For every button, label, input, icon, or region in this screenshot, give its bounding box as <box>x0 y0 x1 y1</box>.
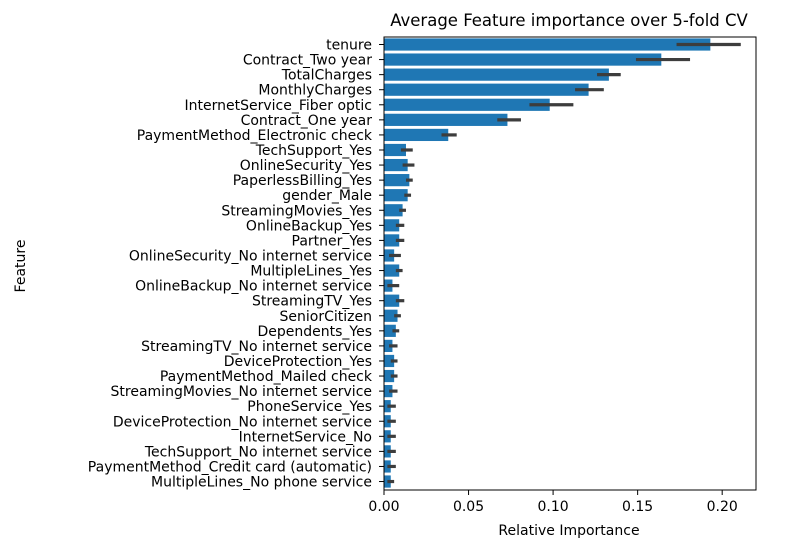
x-ticks: 0.00 0.05 0.10 0.15 0.20 <box>368 490 738 515</box>
y-tick-label: TotalCharges <box>281 68 372 84</box>
y-tick-label: PhoneService_Yes <box>247 399 372 415</box>
y-tick-label: TechSupport_No internet service <box>144 444 372 460</box>
y-axis-title: Feature <box>13 240 29 293</box>
y-tick-label: Dependents_Yes <box>257 324 372 340</box>
y-tick-label: OnlineBackup_No internet service <box>135 279 372 295</box>
bar <box>384 158 408 172</box>
y-tick-label: StreamingMovies_No internet service <box>111 384 372 400</box>
bar <box>384 53 662 66</box>
bar <box>384 385 393 398</box>
y-tick-label: StreamingMovies_Yes <box>221 203 372 219</box>
bar <box>384 68 609 81</box>
y-tick-label: InternetService_Fiber optic <box>185 98 373 114</box>
x-axis-title: Relative Importance <box>498 523 639 539</box>
bar <box>384 234 400 247</box>
y-tick-label: Partner_Yes <box>292 233 372 249</box>
y-tick-label: OnlineBackup_Yes <box>246 218 372 234</box>
y-tick-label: OnlineSecurity_Yes <box>240 158 372 174</box>
y-tick-label: PaymentMethod_Electronic check <box>137 128 373 144</box>
y-tick-label: DeviceProtection_Yes <box>224 354 372 370</box>
bar <box>384 324 396 337</box>
y-tick-label: DeviceProtection_No internet service <box>113 414 372 430</box>
errorbars-group <box>387 42 741 484</box>
bar <box>384 264 400 277</box>
y-tick-label: PaymentMethod_Mailed check <box>160 369 373 385</box>
chart-title: Average Feature importance over 5-fold C… <box>390 11 748 30</box>
bar <box>384 339 393 352</box>
bar <box>384 189 408 202</box>
bar <box>384 83 589 96</box>
y-tick-label: PaymentMethod_Credit card (automatic) <box>88 459 372 475</box>
bar <box>384 204 403 217</box>
x-tick-label: 0.05 <box>453 499 484 515</box>
bar <box>384 113 508 126</box>
y-tick-label: TechSupport_Yes <box>255 143 372 159</box>
bar <box>384 143 406 157</box>
bar <box>384 369 395 383</box>
plot-border <box>383 36 757 491</box>
y-tick-label: StreamingTV_No internet service <box>141 339 372 355</box>
bar <box>384 219 400 232</box>
y-tick-label: SeniorCitizen <box>280 309 372 325</box>
y-tick-label: tenure <box>326 38 372 54</box>
y-tick-label: OnlineSecurity_No internet service <box>129 248 372 264</box>
bars-group <box>384 38 711 488</box>
y-tick-label: Contract_Two year <box>243 53 372 69</box>
x-tick-label: 0.15 <box>622 499 653 515</box>
x-tick-label: 0.00 <box>368 499 399 515</box>
bar <box>384 294 400 307</box>
y-tick-label: MonthlyCharges <box>258 83 372 99</box>
x-tick-label: 0.20 <box>707 499 738 515</box>
y-tick-label: StreamingTV_Yes <box>252 294 372 310</box>
bar <box>384 128 449 142</box>
y-tick-label: gender_Male <box>282 188 372 204</box>
bar <box>384 309 398 322</box>
bar <box>384 38 711 51</box>
bar <box>384 354 395 368</box>
y-tick-label: MultipleLines_Yes <box>250 264 372 280</box>
y-tick-label: PaperlessBilling_Yes <box>233 173 372 189</box>
y-tick-label: Contract_One year <box>241 113 373 129</box>
y-tick-label: InternetService_No <box>239 429 372 445</box>
bar <box>384 98 550 111</box>
bar <box>384 174 410 187</box>
y-tick-label: MultipleLines_No phone service <box>151 475 372 491</box>
axes-frame <box>383 36 757 491</box>
x-tick-label: 0.10 <box>538 499 569 515</box>
